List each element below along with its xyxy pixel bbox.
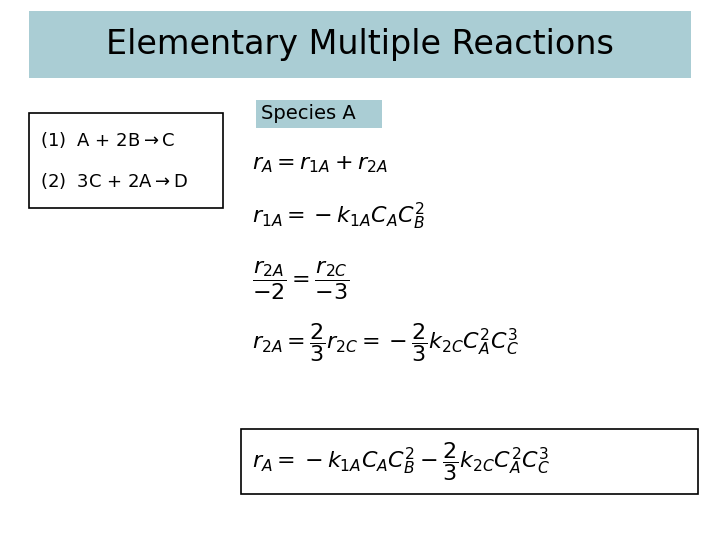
- FancyBboxPatch shape: [29, 113, 223, 208]
- Text: (1)  A + 2B$\rightarrow$C: (1) A + 2B$\rightarrow$C: [40, 130, 175, 150]
- Text: $r_{1A} = -k_{1A}C_AC_B^2$: $r_{1A} = -k_{1A}C_AC_B^2$: [252, 200, 425, 232]
- FancyBboxPatch shape: [256, 100, 382, 128]
- Text: $\dfrac{r_{2A}}{-2} = \dfrac{r_{2C}}{-3}$: $\dfrac{r_{2A}}{-2} = \dfrac{r_{2C}}{-3}…: [252, 260, 350, 302]
- Text: Species A: Species A: [261, 104, 356, 124]
- Text: $r_A = -k_{1A}C_AC_B^2 - \dfrac{2}{3}k_{2C}C_A^2C_C^3$: $r_A = -k_{1A}C_AC_B^2 - \dfrac{2}{3}k_{…: [252, 440, 550, 483]
- Text: Elementary Multiple Reactions: Elementary Multiple Reactions: [106, 28, 614, 62]
- Text: $r_A = r_{1A} + r_{2A}$: $r_A = r_{1A} + r_{2A}$: [252, 154, 388, 175]
- Text: $r_{2A} = \dfrac{2}{3}r_{2C} = -\dfrac{2}{3}k_{2C}C_A^2C_C^3$: $r_{2A} = \dfrac{2}{3}r_{2C} = -\dfrac{2…: [252, 321, 519, 365]
- FancyBboxPatch shape: [29, 11, 691, 78]
- FancyBboxPatch shape: [241, 429, 698, 494]
- Text: (2)  3C + 2A$\rightarrow$D: (2) 3C + 2A$\rightarrow$D: [40, 171, 188, 192]
